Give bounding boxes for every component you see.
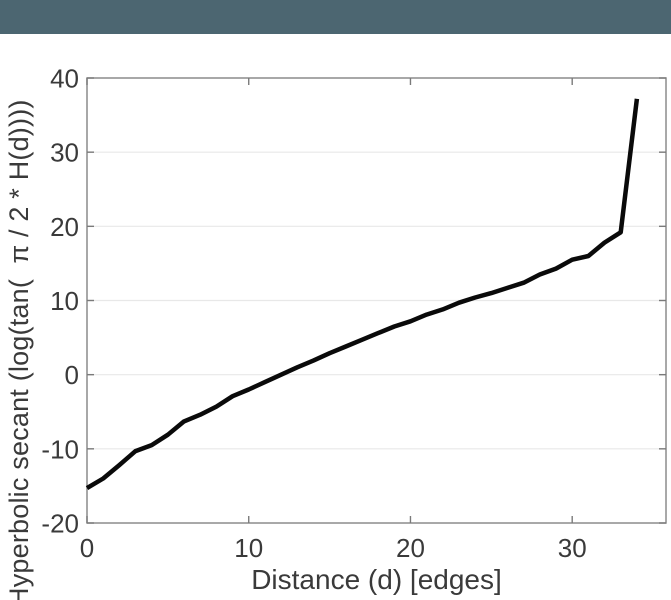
x-tick-label-20: 20 [396, 533, 425, 563]
data-line [85, 98, 640, 491]
y-tick-label-30: 30 [50, 138, 79, 168]
y-tick-label-0: 0 [65, 360, 79, 390]
x-axis-label: Distance (d) [edges] [251, 564, 502, 595]
x-tick-label-30: 30 [558, 533, 587, 563]
y-tick-label-10: 10 [50, 286, 79, 316]
y-tick-label-20: 20 [50, 212, 79, 242]
y-axis-label: Hyperbolic secant (log(tan( π / 2 * H(d)… [4, 99, 34, 600]
y-tick-label-40: 40 [50, 64, 79, 94]
y-tick-label--20: -20 [41, 509, 79, 539]
x-tick-label-0: 0 [80, 533, 94, 563]
header-bar [0, 0, 671, 34]
y-tick-label--10: -10 [41, 434, 79, 464]
x-tick-label-10: 10 [234, 533, 263, 563]
